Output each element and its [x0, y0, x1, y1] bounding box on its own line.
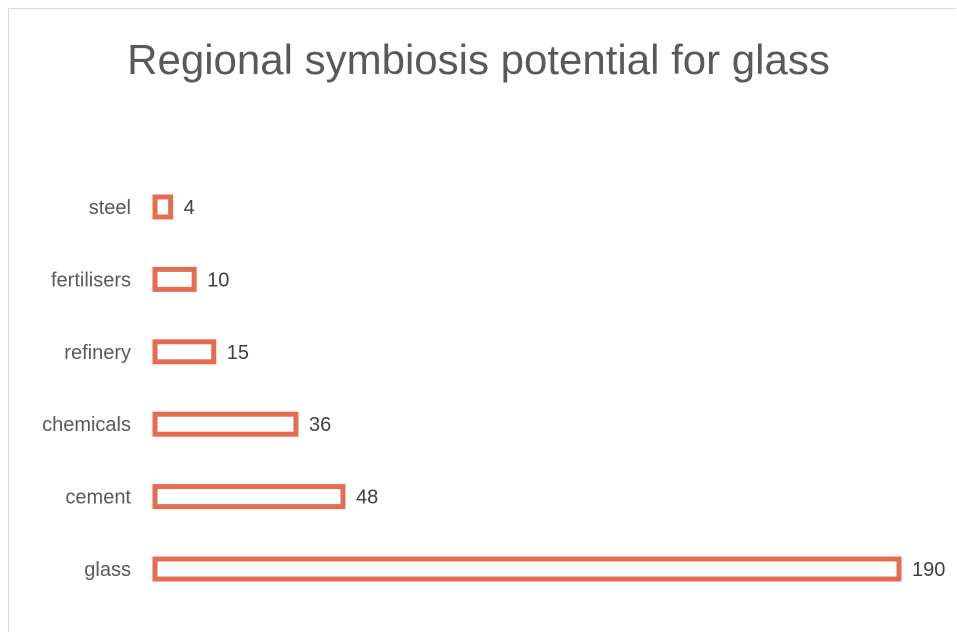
tick-label-refinery: refinery — [64, 342, 131, 364]
bar-refinery — [152, 339, 217, 365]
bar-glass — [152, 556, 902, 582]
tick-label-fertilisers: fertilisers — [51, 269, 131, 291]
tick-label-glass: glass — [84, 559, 131, 581]
chart-title: Regional symbiosis potential for glass — [127, 36, 830, 83]
chart-area — [8, 8, 956, 632]
data-label-steel: 4 — [184, 197, 195, 219]
tick-label-chemicals: chemicals — [42, 414, 131, 436]
data-label-fertilisers: 10 — [207, 269, 229, 291]
data-label-refinery: 15 — [227, 342, 249, 364]
data-label-chemicals: 36 — [309, 414, 331, 436]
bar-steel — [152, 194, 174, 220]
bar-chemicals — [152, 411, 299, 437]
tick-label-cement: cement — [65, 487, 131, 509]
bar-cement — [152, 484, 346, 510]
bar-fertilisers — [152, 266, 197, 292]
data-label-cement: 48 — [356, 487, 378, 509]
data-label-glass: 190 — [912, 559, 945, 581]
tick-label-steel: steel — [89, 197, 131, 219]
